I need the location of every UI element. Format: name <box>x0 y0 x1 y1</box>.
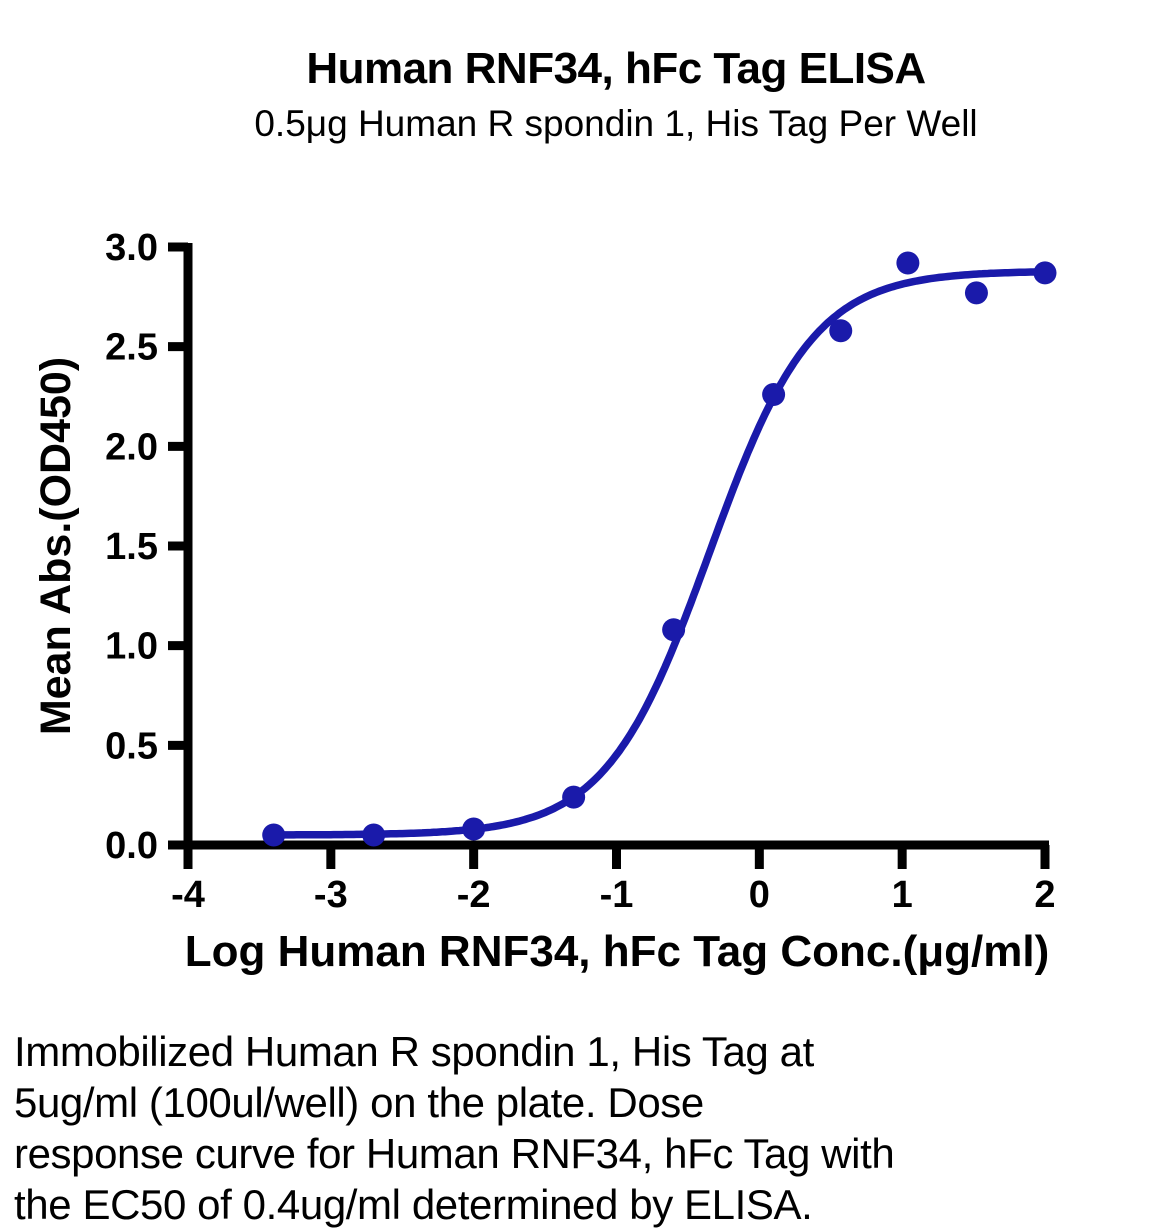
x-tick-label: -2 <box>457 874 491 916</box>
data-point <box>362 823 386 847</box>
data-point <box>562 785 586 809</box>
y-tick-label: 1.5 <box>105 526 158 568</box>
x-axis-label: Log Human RNF34, hFc Tag Conc.(μg/ml) <box>185 927 1050 976</box>
chart-title: Human RNF34, hFc Tag ELISA <box>306 44 926 93</box>
chart-subtitle: 0.5μg Human R spondin 1, His Tag Per Wel… <box>254 103 978 144</box>
fit-curve <box>269 268 1049 839</box>
caption-line: response curve for Human RNF34, hFc Tag … <box>14 1130 895 1177</box>
x-tick-label: 1 <box>892 874 913 916</box>
data-point <box>896 251 920 275</box>
data-point <box>964 281 988 305</box>
y-tick-label: 2.5 <box>105 327 158 369</box>
x-tick-label: -3 <box>314 874 348 916</box>
y-tick-label: 1.0 <box>105 626 158 668</box>
y-tick-label: 3.0 <box>105 227 158 269</box>
data-point <box>829 319 853 343</box>
x-tick-label: -1 <box>600 874 634 916</box>
data-point <box>762 383 786 407</box>
data-point <box>462 817 486 841</box>
caption-line: 5ug/ml (100ul/well) on the plate. Dose <box>14 1079 704 1126</box>
data-point <box>662 618 686 642</box>
caption-line: Immobilized Human R spondin 1, His Tag a… <box>14 1028 814 1075</box>
y-tick-label: 0.5 <box>105 725 158 767</box>
caption-line: the EC50 of 0.4ug/ml determined by ELISA… <box>14 1181 813 1228</box>
x-tick-label: -4 <box>171 874 205 916</box>
y-tick-label: 2.0 <box>105 426 158 468</box>
data-point <box>1033 261 1057 285</box>
plot-area: 0.0 0.5 1.0 1.5 2.0 2.5 3.0 -4 -3 -2 -1 0 1 2 <box>105 227 1057 916</box>
data-point <box>262 823 286 847</box>
dose-response-chart: 0.0 0.5 1.0 1.5 2.0 2.5 3.0 -4 -3 -2 -1 0 1 2 Log Hum… <box>32 227 1057 976</box>
y-tick-label: 0.0 <box>105 825 158 867</box>
figure-caption: Immobilized Human R spondin 1, His Tag a… <box>14 1026 1164 1229</box>
y-axis-label: Mean Abs.(OD450) <box>32 357 80 735</box>
x-tick-label: 0 <box>749 874 770 916</box>
x-tick-label: 2 <box>1034 874 1055 916</box>
